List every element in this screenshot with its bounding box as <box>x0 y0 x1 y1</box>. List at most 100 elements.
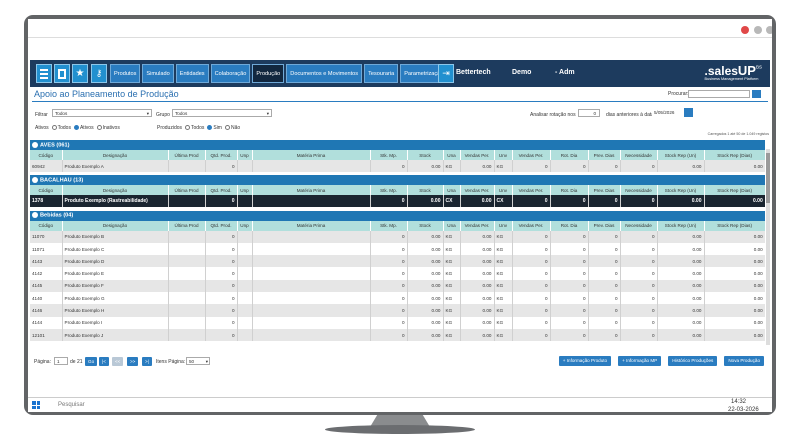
radio-button[interactable] <box>185 125 191 131</box>
nav-item[interactable]: Tesouraria <box>364 64 399 83</box>
header-row: Código Designação Última Prod Qtd. Prod. Unp… <box>30 150 765 160</box>
menu-icon[interactable] <box>36 64 52 83</box>
table-cell: KG <box>494 267 513 280</box>
table-cell: 4142 <box>30 267 63 280</box>
table-cell: 0 <box>512 328 551 342</box>
date-picker[interactable] <box>684 108 693 117</box>
action-button[interactable]: Nova Produção <box>724 356 764 366</box>
window-divider <box>28 37 772 38</box>
group-toggle[interactable] <box>32 212 38 219</box>
table-cell: 0.00 <box>657 255 705 268</box>
prev-page-button[interactable]: << <box>112 357 124 366</box>
column-header: Matéria Prima <box>252 220 371 231</box>
table-cell: Produto Exemplo G <box>62 292 169 305</box>
last-page-button[interactable]: >| <box>142 357 152 366</box>
table-row[interactable]: 60942 Produto Exemplo A 0 0 0.00 KG 0.00 KG 0 0 0 0… <box>30 160 765 173</box>
column-header: Stock <box>407 150 444 160</box>
table-row[interactable]: 1378 Produto Exemplo (Rastreabilidade) 0 0 0… <box>30 195 765 209</box>
group-value: Todos <box>175 111 188 116</box>
go-button[interactable]: Go <box>85 357 98 366</box>
table-cell: KG <box>443 160 461 173</box>
star-icon[interactable]: ★ <box>72 64 88 83</box>
table-row[interactable]: 4146 Produto Exemplo H 0 0 0.00 KG 0.00 KG 0 0 0 0 0… <box>30 304 765 317</box>
calendar-icon[interactable] <box>54 64 70 83</box>
table-row[interactable]: 4140 Produto Exemplo G 0 0 0.00 KG 0.00 KG 0 0 0 0 0… <box>30 292 765 305</box>
table-cell: 0.00 <box>407 316 444 329</box>
table-row[interactable]: 4144 Produto Exemplo I 0 0 0.00 KG 0.00 KG 0 0 0 0 0… <box>30 316 765 329</box>
start-button[interactable] <box>32 401 40 409</box>
group-row[interactable]: BACALHAU (13) <box>30 175 765 186</box>
action-button[interactable]: Histórico Produções <box>668 356 718 366</box>
table-cell <box>252 230 371 243</box>
group-row[interactable]: Bebidas (04) <box>30 210 765 221</box>
search-button[interactable] <box>752 90 761 98</box>
radio-button[interactable] <box>207 125 213 131</box>
nav-item[interactable]: Produção <box>252 64 285 83</box>
nav-item[interactable]: Simulado <box>142 64 174 83</box>
radio-button[interactable] <box>51 125 57 131</box>
taskbar-search[interactable]: Pesquisar <box>58 402 85 408</box>
table-cell: 0.00 <box>460 292 495 305</box>
table-row[interactable]: 4142 Produto Exemplo E 0 0 0.00 KG 0.00 KG 0 0 0 0 0… <box>30 267 765 280</box>
radio-button[interactable] <box>73 125 79 131</box>
action-button[interactable]: + Informação MP <box>618 356 662 366</box>
company-name: Bettertech <box>456 69 491 76</box>
table-cell: 0 <box>588 255 621 268</box>
table-cell: 0.00 <box>460 160 495 173</box>
scrollbar[interactable] <box>766 149 770 345</box>
group-toggle[interactable] <box>32 177 38 184</box>
rotation-input[interactable]: 0 <box>578 109 600 117</box>
table-cell: KG <box>443 279 461 293</box>
column-header: Designação <box>62 220 169 231</box>
first-page-button[interactable]: |< <box>99 357 109 366</box>
window-close[interactable] <box>741 26 749 34</box>
column-header: Matéria Prima <box>252 185 371 196</box>
table-cell: 0 <box>205 316 238 329</box>
nav-item[interactable]: Colaboração <box>210 64 251 83</box>
table-cell: 0 <box>620 328 658 342</box>
window-minimize[interactable] <box>754 26 762 34</box>
table-row[interactable]: 4143 Produto Exemplo D 0 0 0.00 KG 0.00 KG 0 0 0 0 0… <box>30 255 765 268</box>
table-cell <box>252 304 371 317</box>
table-cell: 0 <box>550 267 589 280</box>
next-page-button[interactable]: >> <box>127 357 139 366</box>
table-cell: 0.00 <box>704 328 765 342</box>
nav-item[interactable]: Documentos e Movimentos <box>286 64 363 83</box>
nav-item[interactable]: Produtos <box>110 64 141 83</box>
table-cell: KG <box>494 279 513 293</box>
radio-button[interactable] <box>224 125 230 131</box>
table-cell: 12101 <box>30 328 63 342</box>
search-input[interactable] <box>688 90 750 98</box>
window-maximize[interactable] <box>766 26 772 34</box>
table-cell: 0.00 <box>657 292 705 305</box>
table-row[interactable]: 4145 Produto Exemplo F 0 0 0.00 KG 0.00 KG 0 0 0 0 0… <box>30 279 765 293</box>
group-cell: BACALHAU (13) <box>30 175 765 186</box>
items-select[interactable]: 50 ▾ <box>186 357 210 365</box>
table-row[interactable]: 11071 Produto Exemplo C 0 0 0.00 KG 0.00 KG 0 0 0 0… <box>30 242 765 256</box>
table-cell: 0.00 <box>704 267 765 280</box>
filter-select[interactable]: Todos ▾ <box>52 109 152 117</box>
table-cell: 0.00 <box>657 304 705 317</box>
group-select[interactable]: Todos ▾ <box>172 109 272 117</box>
radio-button[interactable] <box>96 125 102 131</box>
date-input[interactable]: 5/05/2026 <box>652 109 682 117</box>
scroll-thumb[interactable] <box>766 153 770 203</box>
table-cell: 4144 <box>30 316 63 329</box>
exit-icon[interactable]: ⇥ <box>438 64 454 83</box>
group-row[interactable]: AVES (061) <box>30 140 765 150</box>
table-cell: 0 <box>550 328 589 342</box>
page-input[interactable]: 1 <box>54 357 68 365</box>
key-icon[interactable]: ⚷ <box>91 64 107 83</box>
table-cell: 1378 <box>30 195 63 209</box>
table-cell <box>237 316 253 329</box>
table-row[interactable]: 12101 Produto Exemplo J 0 0 0.00 KG 0.00 KG 0 0 0 0… <box>30 328 765 342</box>
table-cell: 0 <box>588 328 621 342</box>
table-cell: 0.00 <box>657 195 705 209</box>
table-cell: 11071 <box>30 242 63 256</box>
table-cell: 0.00 <box>704 242 765 256</box>
action-button[interactable]: + Informação Produto <box>558 356 612 366</box>
group-toggle[interactable] <box>32 141 38 148</box>
nav-item[interactable]: Entidades <box>175 64 209 83</box>
table-row[interactable]: 11070 Produto Exemplo B 0 0 0.00 KG 0.00 KG 0 0 0 0… <box>30 230 765 243</box>
table-cell: 0 <box>512 316 551 329</box>
